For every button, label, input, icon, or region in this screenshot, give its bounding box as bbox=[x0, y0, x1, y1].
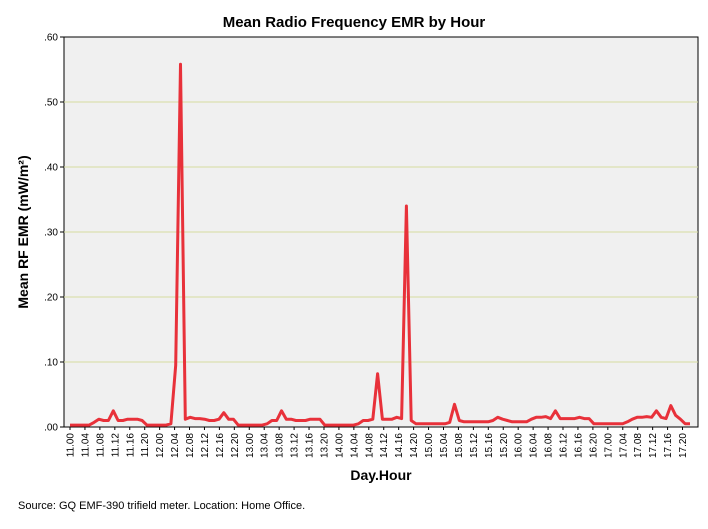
x-tick-label: 13.04 bbox=[260, 433, 271, 458]
y-tick-label: .20 bbox=[44, 293, 58, 304]
x-tick-label: 12.00 bbox=[155, 433, 166, 458]
x-tick-label: 11.00 bbox=[66, 433, 77, 458]
y-tick-label: .30 bbox=[44, 228, 58, 239]
x-tick-label: 16.12 bbox=[559, 433, 570, 458]
x-axis-label: Day.Hour bbox=[350, 467, 412, 483]
x-tick-label: 12.04 bbox=[170, 433, 181, 458]
x-tick-label: 16.16 bbox=[573, 433, 584, 458]
source-note: Source: GQ EMF-390 trifield meter. Locat… bbox=[18, 500, 306, 512]
x-tick-label: 11.12 bbox=[110, 433, 121, 458]
x-tick-label: 14.08 bbox=[364, 433, 375, 458]
chart-title: Mean Radio Frequency EMR by Hour bbox=[223, 14, 486, 31]
x-tick-label: 15.04 bbox=[439, 433, 450, 458]
x-tick-label: 15.20 bbox=[499, 433, 510, 458]
x-tick-label: 15.16 bbox=[484, 433, 495, 458]
x-tick-label: 15.08 bbox=[454, 433, 465, 458]
x-tick-label: 12.20 bbox=[230, 433, 241, 458]
x-tick-label: 14.16 bbox=[394, 433, 405, 458]
x-tick-label: 17.04 bbox=[618, 433, 629, 458]
x-tick-label: 11.16 bbox=[125, 433, 136, 458]
x-tick-label: 15.12 bbox=[469, 433, 480, 458]
x-tick-label: 11.04 bbox=[80, 433, 91, 458]
x-tick-label: 16.00 bbox=[514, 433, 525, 458]
x-tick-label: 12.12 bbox=[200, 433, 211, 458]
x-tick-label: 15.00 bbox=[424, 433, 435, 458]
x-tick-label: 11.08 bbox=[95, 433, 106, 458]
y-axis-label: Mean RF EMR (mW/m²) bbox=[15, 155, 31, 308]
x-tick-label: 17.08 bbox=[633, 433, 644, 458]
x-axis: 11.00 11.04 11.08 11.12 11.16 11.20 12.00 12.04… bbox=[66, 427, 689, 458]
x-tick-label: 12.16 bbox=[215, 433, 226, 458]
x-tick-label: 16.08 bbox=[544, 433, 555, 458]
x-tick-label: 13.08 bbox=[275, 433, 286, 458]
x-tick-label: 14.00 bbox=[334, 433, 345, 458]
y-tick-label: .50 bbox=[44, 98, 58, 109]
x-tick-label: 17.12 bbox=[648, 433, 659, 458]
x-tick-label: 17.16 bbox=[663, 433, 674, 458]
y-tick-label: .10 bbox=[44, 358, 58, 369]
x-tick-label: 16.04 bbox=[529, 433, 540, 458]
x-tick-label: 17.20 bbox=[678, 433, 689, 458]
x-tick-label: 13.16 bbox=[305, 433, 316, 458]
y-tick-label: .40 bbox=[44, 163, 58, 174]
x-tick-label: 13.20 bbox=[319, 433, 330, 458]
x-tick-label: 13.00 bbox=[245, 433, 256, 458]
x-tick-label: 14.04 bbox=[349, 433, 360, 458]
grid-lines bbox=[64, 101, 698, 363]
y-tick-label: .60 bbox=[44, 33, 58, 44]
series-line bbox=[70, 62, 690, 427]
y-axis: .00 .10 .20 .30 .40 .50 .60 bbox=[44, 33, 64, 434]
x-tick-label: 17.00 bbox=[603, 433, 614, 458]
x-tick-label: 11.20 bbox=[140, 433, 151, 458]
x-tick-label: 12.08 bbox=[185, 433, 196, 458]
x-tick-label: 14.12 bbox=[379, 433, 390, 458]
y-tick-label: .00 bbox=[44, 423, 58, 434]
x-tick-label: 14.20 bbox=[409, 433, 420, 458]
x-tick-label: 16.20 bbox=[588, 433, 599, 458]
x-tick-label: 13.12 bbox=[290, 433, 301, 458]
